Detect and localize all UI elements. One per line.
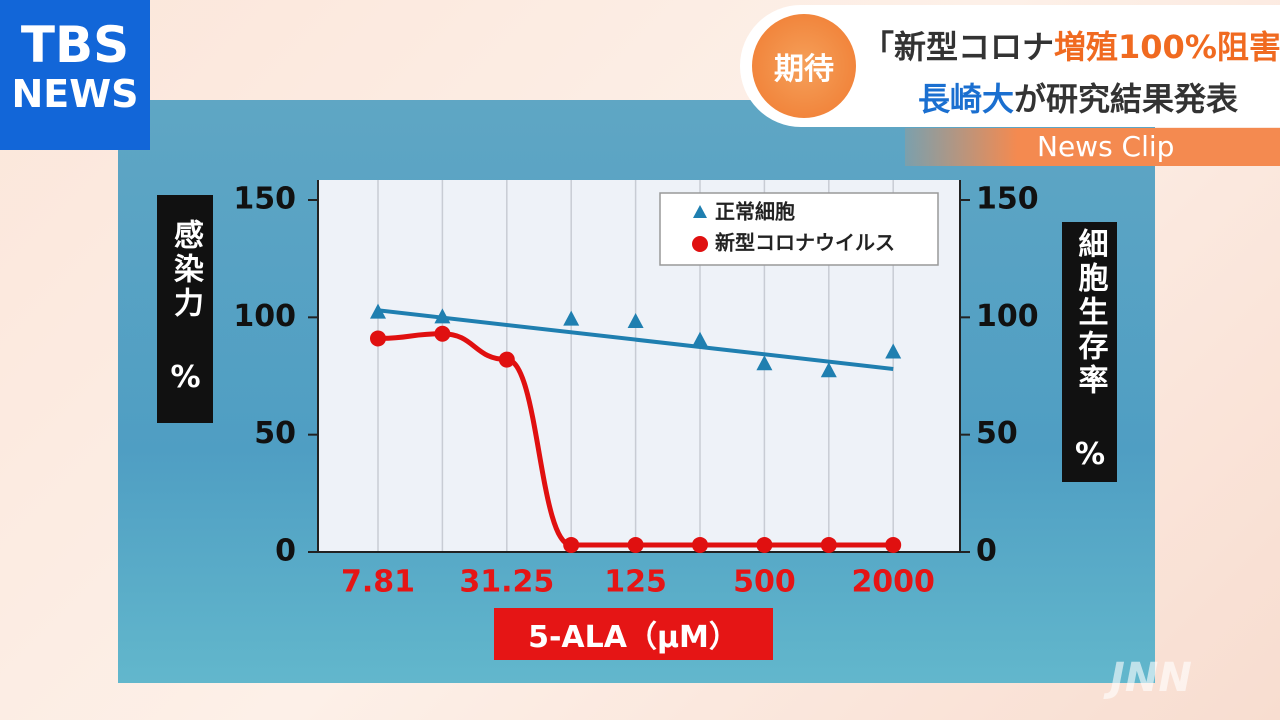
point bbox=[434, 325, 451, 342]
point bbox=[756, 355, 773, 371]
x-tick-label: 31.25 bbox=[459, 565, 554, 600]
y-tick-label: 150 bbox=[233, 182, 296, 217]
logo-text: TBS bbox=[20, 16, 130, 74]
y-axis-label: 感染力 % bbox=[157, 195, 213, 423]
point bbox=[370, 303, 386, 319]
subheadline-highlight: 長崎大 bbox=[918, 80, 1015, 118]
point bbox=[627, 313, 644, 329]
y2-tick-label: 150 bbox=[976, 182, 1039, 217]
watermark: JNN bbox=[1110, 655, 1192, 701]
x-tick-label: 7.81 bbox=[341, 565, 415, 600]
point bbox=[820, 536, 837, 553]
point bbox=[563, 310, 580, 326]
point bbox=[692, 536, 708, 553]
point bbox=[563, 536, 580, 553]
x-tick-label: 125 bbox=[604, 565, 667, 600]
y-tick-label: 0 bbox=[275, 534, 296, 569]
headline-highlight: 増殖100%阻害 bbox=[1054, 28, 1280, 66]
point bbox=[627, 536, 644, 553]
y2-axis-label: 細胞生存率 % bbox=[1062, 222, 1117, 482]
legend-label: 新型コロナウイルス bbox=[715, 231, 895, 255]
legend-marker bbox=[693, 205, 707, 218]
headline-text: 「新型コロナ bbox=[862, 28, 1055, 66]
point bbox=[820, 362, 837, 378]
point bbox=[885, 343, 902, 359]
badge: 期待 bbox=[752, 14, 856, 118]
y2-tick-label: 0 bbox=[976, 534, 997, 569]
legend-marker bbox=[692, 236, 708, 252]
legend-box bbox=[659, 192, 939, 266]
logo-text: NEWS bbox=[11, 72, 139, 116]
clip-label: News Clip bbox=[905, 128, 1280, 166]
logo: TBS NEWS bbox=[0, 0, 150, 150]
x-tick-label: 2000 bbox=[851, 565, 935, 600]
headline: 「新型コロナ増殖100%阻害」 bbox=[862, 22, 1280, 68]
point bbox=[885, 536, 902, 553]
x-tick-label: 500 bbox=[733, 565, 796, 600]
legend-label: 正常細胞 bbox=[715, 200, 795, 224]
point bbox=[756, 536, 773, 553]
y-tick-label: 100 bbox=[233, 299, 296, 334]
y2-tick-label: 50 bbox=[976, 416, 1018, 451]
point bbox=[434, 308, 451, 324]
series-line bbox=[377, 331, 894, 548]
point bbox=[370, 330, 386, 347]
point bbox=[692, 331, 708, 347]
trend-line bbox=[377, 308, 894, 371]
y-tick-label: 50 bbox=[254, 416, 296, 451]
x-axis-label: 5-ALA（μM） bbox=[494, 608, 773, 660]
subheadline: 長崎大が研究結果発表 bbox=[918, 74, 1238, 120]
point bbox=[498, 351, 515, 368]
y2-tick-label: 100 bbox=[976, 299, 1039, 334]
subheadline-text: が研究結果発表 bbox=[1014, 80, 1239, 118]
